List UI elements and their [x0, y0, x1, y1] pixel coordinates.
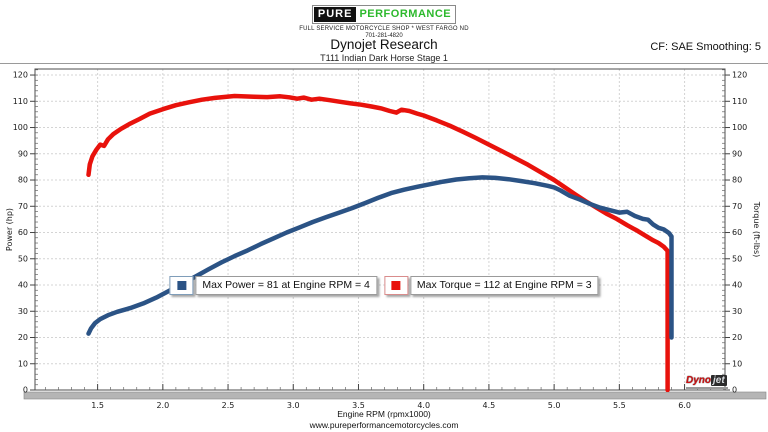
logo-phone: 701-281-4820	[365, 33, 403, 39]
torque-curve	[86, 93, 670, 392]
power-tick-label: 20	[18, 333, 28, 342]
legend-torque-label: Max Torque = 112 at Engine RPM = 3	[409, 276, 599, 295]
power-tick-label: 60	[18, 228, 28, 237]
power-tick-label: 30	[18, 307, 28, 316]
torque-tick-label: 120	[732, 71, 747, 80]
y-axis-label-right: Torque (ft-lbs)	[752, 201, 761, 258]
dynojet-logo-jet: jet	[711, 375, 727, 386]
x-axis-label: Engine RPM (rpmx1000)	[337, 409, 431, 419]
page-title: Dynojet Research	[330, 37, 438, 52]
torque-tick-label: 40	[732, 281, 742, 290]
torque-tick-label: 90	[732, 149, 742, 158]
y-axis-label-left: Power (hp)	[5, 208, 14, 251]
legend-power-label: Max Power = 81 at Engine RPM = 4	[195, 276, 377, 295]
x-tick-label: 3.0	[287, 401, 300, 410]
power-tick-label: 80	[18, 176, 28, 185]
dynojet-logo-underline	[686, 387, 728, 389]
website-url: www.pureperformancemotorcycles.com	[309, 420, 459, 430]
x-tick-label: 1.5	[91, 401, 104, 410]
power-tick-label: 100	[13, 123, 28, 132]
x-tick-label: 2.0	[156, 401, 169, 410]
x-tick-label: 6.0	[678, 401, 691, 410]
logo-tagline: FULL SERVICE MOTORCYCLE SHOP * WEST FARG…	[299, 26, 469, 32]
torque-tick-label: 60	[732, 228, 742, 237]
x-tick-label: 4.5	[483, 401, 496, 410]
torque-tick-label: 50	[732, 254, 742, 263]
dynojet-logo-dyno: Dyno	[686, 375, 711, 386]
torque-tick-label: 80	[732, 176, 742, 185]
power-tick-label: 70	[18, 202, 28, 211]
header-logo: PURE PERFORMANCE FULL SERVICE MOTORCYCLE…	[0, 5, 768, 39]
x-tick-label: 3.5	[352, 401, 365, 410]
torque-tick-label: 20	[732, 333, 742, 342]
torque-tick-label: 0	[732, 386, 737, 395]
logo-brand-first: PURE	[313, 7, 357, 22]
page-subtitle: T111 Indian Dark Horse Stage 1	[320, 53, 448, 63]
power-tick-label: 120	[13, 71, 28, 80]
torque-tick-label: 110	[732, 97, 747, 106]
x-tick-label: 5.0	[548, 401, 561, 410]
power-tick-label: 90	[18, 149, 28, 158]
header-separator	[0, 63, 768, 64]
power-curve	[86, 175, 674, 340]
plot-border	[34, 68, 726, 391]
legend-torque-swatch	[383, 276, 408, 295]
correction-factor-label: CF: SAE Smoothing: 5	[650, 41, 761, 53]
logo-brand-second: PERFORMANCE	[359, 8, 452, 20]
axis-bar	[23, 391, 767, 400]
power-tick-label: 10	[18, 359, 28, 368]
legend: Max Power = 81 at Engine RPM = 4 Max Tor…	[169, 276, 599, 295]
power-color-square	[176, 281, 186, 290]
torque-tick-label: 70	[732, 202, 742, 211]
power-tick-label: 0	[23, 386, 28, 395]
torque-tick-label: 10	[732, 359, 742, 368]
power-tick-label: 110	[13, 97, 28, 106]
torque-tick-label: 100	[732, 123, 747, 132]
torque-color-square	[391, 281, 401, 290]
legend-power-swatch	[169, 276, 194, 295]
x-tick-label: 5.5	[613, 401, 626, 410]
torque-tick-label: 30	[732, 307, 742, 316]
power-tick-label: 50	[18, 254, 28, 263]
x-tick-label: 2.5	[222, 401, 235, 410]
x-tick-label: 4.0	[417, 401, 430, 410]
power-tick-label: 40	[18, 281, 28, 290]
dynojet-logo: Dyno jet	[686, 375, 728, 389]
pure-performance-logo: PURE PERFORMANCE	[311, 5, 457, 24]
